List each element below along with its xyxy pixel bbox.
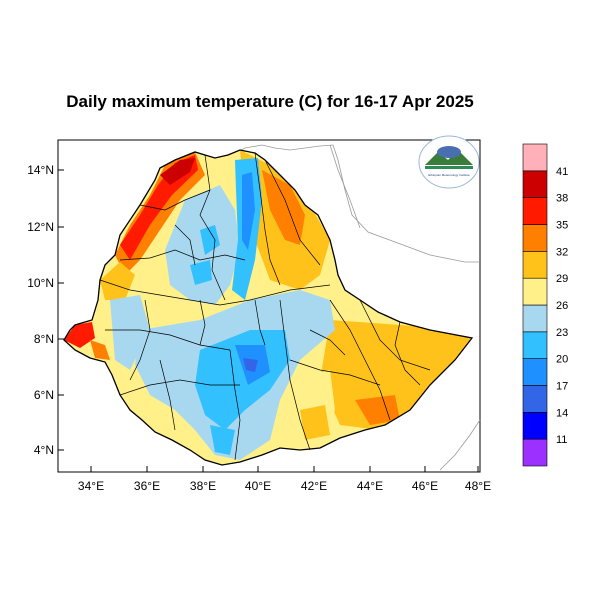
colorbar-swatch: [522, 438, 548, 467]
lat-label: 12°N: [27, 220, 54, 234]
colorbar-swatch: [522, 385, 548, 413]
lon-label: 42°E: [301, 479, 327, 493]
coastline-lines: [231, 144, 481, 471]
colorbar: 11 14 17 20 23 26 29 32 35 38 41: [522, 143, 568, 467]
colorbar-swatch: [522, 304, 548, 333]
colorbar-swatch: [522, 170, 548, 198]
lat-label: 4°N: [34, 443, 54, 457]
colorbar-label: 11: [556, 434, 567, 446]
lat-label: 10°N: [27, 276, 54, 290]
colorbar-label: 38: [556, 193, 568, 205]
colorbar-swatch: [522, 358, 548, 386]
lon-label: 48°E: [465, 479, 491, 493]
colorbar-swatch: [522, 412, 548, 440]
colorbar-label: 17: [556, 381, 568, 393]
colorbar-swatch: [522, 277, 548, 306]
map-title: Daily maximum temperature (C) for 16-17 …: [66, 92, 474, 111]
colorbar-swatch: [522, 251, 548, 279]
lat-label: 6°N: [34, 388, 54, 402]
lat-label: 8°N: [34, 332, 54, 346]
colorbar-label: 20: [556, 354, 568, 366]
colorbar-label: 41: [556, 166, 568, 178]
lon-label: 36°E: [134, 479, 160, 493]
lon-label: 46°E: [412, 479, 438, 493]
logo-text: Ethiopian Meteorology Institute: [428, 173, 470, 177]
colorbar-label: 26: [556, 300, 568, 312]
colorbar-label: 35: [556, 220, 568, 232]
institute-logo: Ethiopian Meteorology Institute: [418, 135, 480, 189]
lat-label: 14°N: [27, 163, 54, 177]
admin-boundaries: [99, 152, 431, 461]
colorbar-swatch: [522, 197, 548, 225]
colorbar-label: 14: [556, 407, 568, 419]
colorbar-label: 29: [556, 273, 568, 285]
lon-label: 44°E: [357, 479, 383, 493]
colorbar-swatch: [522, 331, 548, 359]
colorbar-label: 32: [556, 246, 568, 258]
axis-ticks: [58, 169, 479, 472]
lon-label: 40°E: [245, 479, 271, 493]
lon-label: 38°E: [190, 479, 216, 493]
colorbar-swatch: [522, 224, 548, 252]
colorbar-swatch: [522, 143, 548, 172]
colorbar-label: 23: [556, 327, 568, 339]
lon-label: 34°E: [78, 479, 104, 493]
